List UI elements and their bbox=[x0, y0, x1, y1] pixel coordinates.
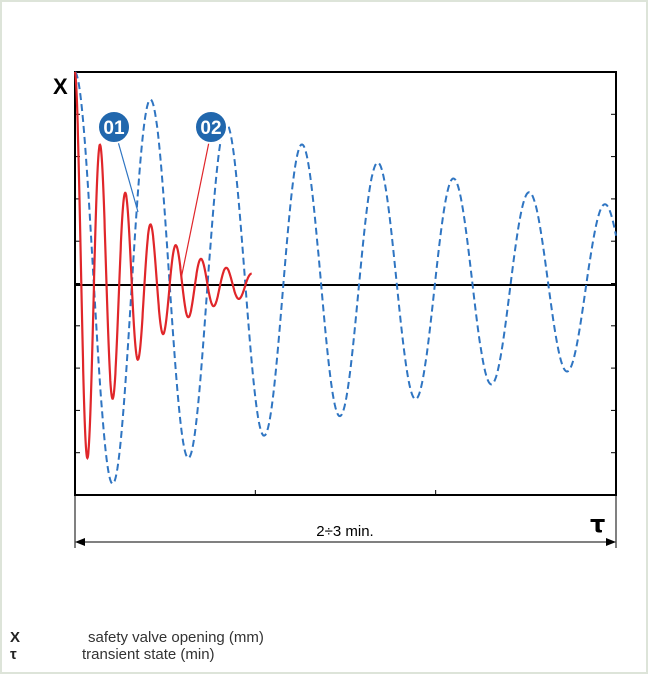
legend-symbol-x: X bbox=[10, 629, 21, 646]
marker-01-leader bbox=[116, 137, 139, 213]
axis-ticks bbox=[75, 113, 616, 495]
duration-arrowhead-right bbox=[606, 538, 616, 546]
marker-01: 01 bbox=[97, 110, 139, 213]
marker-02-leader bbox=[180, 141, 210, 280]
legend-description-x: safety valve opening (mm) bbox=[88, 629, 264, 646]
y-axis-label: X bbox=[53, 74, 68, 99]
marker-02-badge bbox=[194, 110, 228, 144]
duration-arrowhead-left bbox=[75, 538, 85, 546]
marker-02-label: 02 bbox=[200, 118, 221, 139]
series-02-line bbox=[73, 71, 252, 460]
legend-description-tau: transient state (min) bbox=[82, 646, 215, 663]
duration-label: 2÷3 min. bbox=[316, 523, 373, 540]
marker-01-badge bbox=[97, 110, 131, 144]
marker-01-label: 01 bbox=[103, 118, 125, 139]
marker-02: 02 bbox=[180, 110, 228, 280]
x-axis-label: τ bbox=[590, 510, 605, 538]
series-01-line bbox=[74, 71, 617, 485]
legend-symbol-tau: τ bbox=[10, 646, 17, 663]
series-layer bbox=[73, 71, 617, 485]
